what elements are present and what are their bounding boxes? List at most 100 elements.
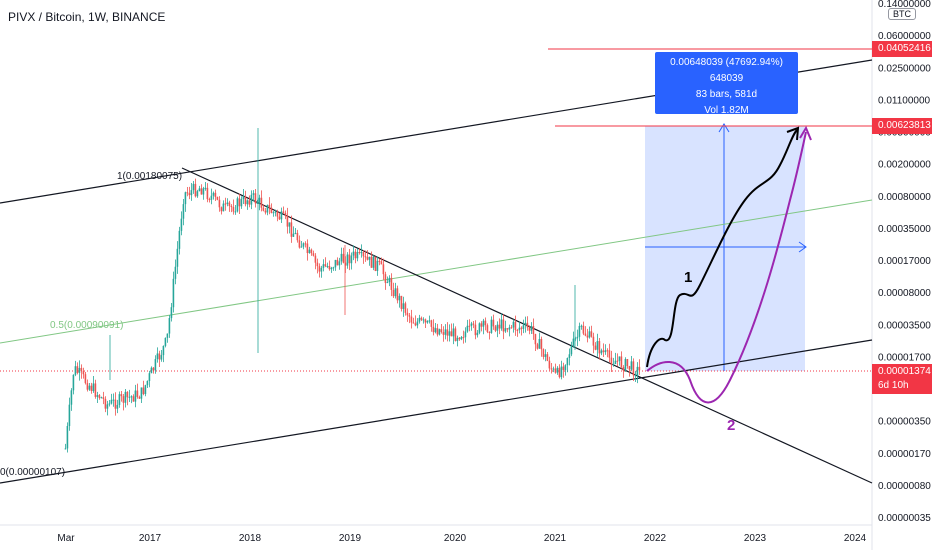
candle-body — [530, 326, 533, 331]
candle-body — [142, 387, 145, 395]
candle-body — [604, 350, 607, 353]
candle-body — [456, 337, 459, 342]
channel-mid-line[interactable] — [0, 199, 873, 344]
candle-body — [542, 349, 545, 357]
candle-body — [560, 366, 563, 378]
candle-body — [330, 267, 333, 270]
candle-body — [386, 282, 389, 284]
candle-body — [444, 329, 447, 335]
candle-body — [242, 196, 245, 200]
candle-body — [472, 323, 475, 325]
candle-body — [448, 331, 451, 336]
y-axis[interactable]: 0.14000000 0.06000000 0.02500000 0.01100000… — [878, 0, 931, 524]
candle-body — [312, 253, 315, 256]
candle-body — [378, 260, 381, 262]
candle-body — [70, 390, 73, 405]
y-tick-label: 0.00000080 — [878, 481, 931, 492]
candle-body — [146, 380, 149, 386]
candle-body — [526, 322, 529, 328]
candle-body — [442, 332, 445, 335]
currency-badge[interactable]: BTC — [888, 8, 916, 20]
scenario-2-path[interactable] — [646, 131, 807, 404]
candle-body — [362, 252, 365, 257]
candle-body — [588, 331, 591, 338]
candle-body — [198, 188, 201, 192]
candle-body — [512, 321, 515, 328]
candle-body — [208, 199, 211, 201]
candle-body — [628, 366, 631, 370]
candle-body — [480, 323, 483, 327]
candle-body — [202, 188, 205, 195]
candle-body — [248, 200, 251, 205]
candle-body — [282, 211, 285, 213]
candle-body — [606, 350, 609, 352]
y-tick-label: 0.00080000 — [878, 192, 931, 203]
candle-body — [160, 355, 163, 360]
candle-body — [350, 255, 353, 264]
candle-body — [80, 367, 83, 372]
candle-body — [476, 332, 479, 336]
candle-body — [502, 319, 505, 332]
x-tick-label: 2022 — [644, 533, 667, 544]
y-tick-label: 0.02500000 — [878, 63, 931, 74]
candle-body — [170, 307, 173, 319]
candle-body — [594, 345, 597, 350]
candle-body — [536, 344, 539, 349]
candle-body — [398, 295, 401, 301]
x-axis[interactable]: Mar 2017 2018 2019 2020 2021 2022 2023 2024 — [57, 533, 866, 544]
candle-body — [124, 391, 127, 403]
candle-body — [114, 399, 117, 409]
candle-body — [360, 252, 363, 254]
candle-body — [432, 326, 435, 333]
x-tick-label: 2023 — [744, 533, 767, 544]
candle-body — [212, 192, 215, 196]
candle-body — [250, 194, 253, 205]
candle-body — [284, 212, 287, 216]
candle-body — [238, 198, 241, 207]
candle-body — [438, 329, 441, 335]
candle-body — [178, 230, 181, 249]
candle-body — [570, 345, 573, 355]
channel-lower-line[interactable] — [0, 339, 873, 484]
candle-body — [216, 196, 219, 200]
candle-body — [376, 260, 379, 271]
candle-body — [112, 399, 115, 401]
candle-body — [486, 325, 489, 332]
candle-body — [280, 211, 283, 220]
candle-body — [106, 404, 109, 409]
candle-body — [156, 353, 159, 360]
candle-body — [318, 266, 321, 272]
candle-body — [346, 254, 349, 266]
candle-body — [64, 448, 67, 450]
candle-body — [166, 333, 169, 338]
candle-body — [598, 341, 601, 354]
candle-body — [340, 253, 343, 262]
candle-body — [314, 255, 317, 263]
candle-body — [618, 356, 621, 361]
candle-body — [424, 319, 427, 323]
candle-body — [430, 320, 433, 327]
candle-body — [176, 248, 179, 267]
candle-body — [568, 354, 571, 358]
candle-body — [392, 289, 395, 297]
candle-body — [148, 373, 151, 381]
candle-body — [494, 326, 497, 331]
candle-body — [306, 243, 309, 254]
candle-body — [84, 374, 87, 384]
candle-body — [304, 243, 307, 245]
candle-body — [370, 256, 373, 268]
candle-body — [466, 325, 469, 332]
candle-body — [190, 190, 193, 196]
candle-body — [118, 394, 121, 405]
candle-body — [276, 211, 279, 217]
candle-body — [232, 207, 235, 212]
candle-body — [134, 390, 137, 402]
candle-body — [88, 385, 91, 390]
candle-body — [196, 191, 199, 197]
candle-body — [76, 366, 79, 373]
scenario-1-path[interactable] — [646, 129, 798, 368]
candle-body — [580, 325, 583, 327]
candle-body — [168, 318, 171, 334]
candle-body — [358, 251, 361, 253]
x-tick-label: 2018 — [239, 533, 262, 544]
